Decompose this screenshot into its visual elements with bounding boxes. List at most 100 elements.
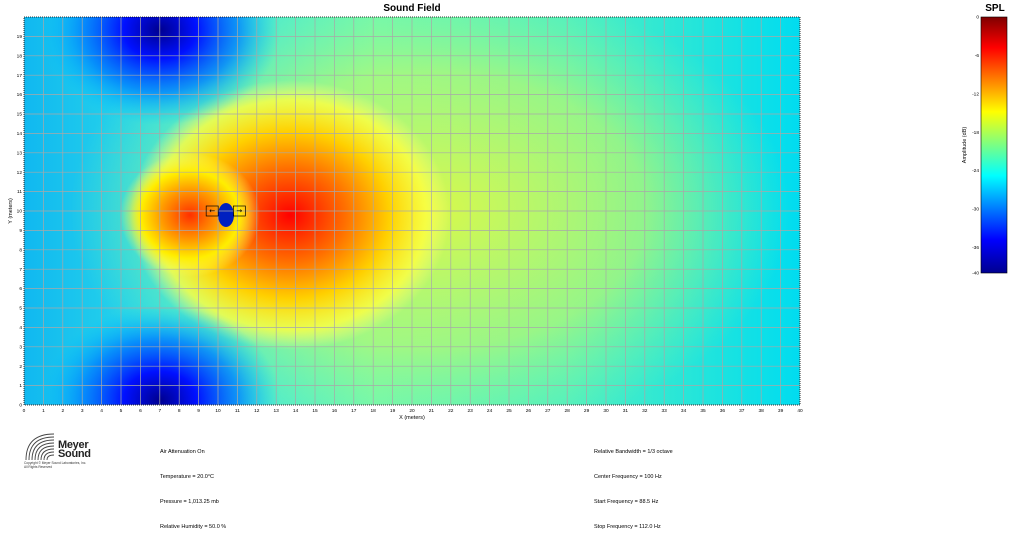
logo-copyright: Copyright © Meyer Sound Laboratories, In… <box>24 461 87 469</box>
x-tick-label: 0 <box>23 408 26 414</box>
x-axis-label: X (meters) <box>399 415 425 421</box>
x-tick-label: 12 <box>254 408 260 414</box>
y-tick-label: 10 <box>17 209 23 215</box>
chart-title: Sound Field <box>383 3 441 14</box>
x-tick-label: 3 <box>81 408 84 414</box>
x-tick-label: 28 <box>565 408 571 414</box>
x-tick-label: 5 <box>120 408 123 414</box>
colorbar-tick-label: -12 <box>972 91 979 97</box>
x-tick-label: 39 <box>778 408 784 414</box>
x-tick-label: 23 <box>468 408 474 414</box>
info-line: Relative Humidity = 50.0 % <box>160 524 227 531</box>
x-tick-label: 16 <box>332 408 338 414</box>
x-tick-label: 34 <box>681 408 687 414</box>
x-tick-label: 40 <box>797 408 803 414</box>
y-tick-label: 19 <box>17 34 23 40</box>
info-line: Relative Bandwidth = 1/3 octave <box>594 448 673 455</box>
grid-lines <box>24 17 800 405</box>
x-tick-label: 33 <box>662 408 668 414</box>
y-tick-label: 1 <box>19 383 22 389</box>
meyer-sound-logo <box>25 433 55 461</box>
x-tick-label: 22 <box>448 408 454 414</box>
x-tick-label: 27 <box>545 408 551 414</box>
info-line: Temperature = 20.0°C <box>160 474 215 481</box>
x-tick-label: 26 <box>526 408 532 414</box>
colorbar-tick-label: -30 <box>972 207 979 213</box>
x-tick-label: 4 <box>100 408 103 414</box>
colorbar-label: Amplitude (dB) <box>962 127 968 164</box>
plot-frame <box>23 16 801 406</box>
x-tick-label: 19 <box>390 408 396 414</box>
x-tick-label: 15 <box>312 408 318 414</box>
heatmap-field <box>24 17 800 405</box>
speaker-sources: ← → <box>205 205 246 217</box>
speaker-source: → <box>232 205 246 217</box>
x-tick-label: 37 <box>739 408 745 414</box>
info-line: Stop Frequency = 112.0 Hz <box>594 524 661 531</box>
info-line: Start Frequency = 88.5 Hz <box>594 499 659 506</box>
x-tick-label: 13 <box>274 408 280 414</box>
x-tick-label: 21 <box>429 408 435 414</box>
speaker-source: ← <box>205 205 219 217</box>
y-axis-label: Y (meters) <box>8 198 14 224</box>
y-tick-label: 18 <box>17 53 23 59</box>
x-tick-label: 25 <box>506 408 512 414</box>
y-tick-label: 14 <box>17 131 23 137</box>
x-tick-label: 31 <box>623 408 629 414</box>
info-line: Pressure = 1,013.25 mb <box>160 499 219 506</box>
x-tick-label: 10 <box>215 408 221 414</box>
x-tick-label: 7 <box>158 408 161 414</box>
x-tick-label: 9 <box>197 408 200 414</box>
info-line: Center Frequency = 100 Hz <box>594 474 662 481</box>
colorbar-tick-label: -40 <box>972 271 979 277</box>
field-rear-lobe <box>120 153 260 277</box>
colorbar-tick-label: -36 <box>972 245 979 251</box>
field-center-null <box>218 203 234 227</box>
y-tick-label: 0 <box>19 403 22 409</box>
x-tick-label: 29 <box>584 408 590 414</box>
y-tick-label: 9 <box>19 228 22 234</box>
y-tick-label: 13 <box>17 150 23 156</box>
y-tick-label: 7 <box>19 267 22 273</box>
y-tick-label: 16 <box>17 92 23 98</box>
colorbar <box>980 16 1008 274</box>
colorbar-tick-label: -6 <box>975 53 980 59</box>
svg-text:→: → <box>236 207 242 215</box>
colorbar-tick-label: 0 <box>976 15 979 21</box>
logo-wordmark: Meyer Sound <box>58 439 91 460</box>
colorbar-ticks: 0 -6 -12 -18 -24 -30 -36 -40 <box>972 15 979 277</box>
y-tick-label: 15 <box>17 112 23 118</box>
x-tick-label: 35 <box>700 408 706 414</box>
x-tick-label: 36 <box>720 408 726 414</box>
y-tick-label: 2 <box>19 364 22 370</box>
x-tick-label: 18 <box>371 408 377 414</box>
x-tick-label: 6 <box>139 408 142 414</box>
y-tick-label: 11 <box>17 189 22 195</box>
x-tick-label: 20 <box>409 408 415 414</box>
y-tick-label: 5 <box>19 306 22 312</box>
x-tick-label: 30 <box>603 408 609 414</box>
svg-text:←: ← <box>209 207 215 215</box>
frequency-info: Relative Bandwidth = 1/3 octave Center F… <box>594 431 673 540</box>
y-tick-label: 4 <box>19 325 22 331</box>
x-tick-label: 11 <box>235 408 240 414</box>
colorbar-tick-label: -24 <box>972 168 979 174</box>
x-tick-label: 38 <box>759 408 765 414</box>
x-tick-label: 24 <box>487 408 493 414</box>
colorbar-title: SPL <box>985 3 1005 14</box>
info-line: Air Attenuation On <box>160 448 205 455</box>
environment-info: Air Attenuation On Temperature = 20.0°C … <box>160 431 226 540</box>
x-tick-label: 32 <box>642 408 648 414</box>
x-tick-label: 14 <box>293 408 299 414</box>
x-tick-label: 1 <box>42 408 45 414</box>
colorbar-tick-label: -18 <box>972 130 979 136</box>
y-tick-label: 12 <box>17 170 23 176</box>
x-tick-label: 17 <box>351 408 357 414</box>
y-tick-label: 8 <box>19 247 22 253</box>
x-axis: 0 1 2 3 4 5 6 7 8 9 10 11 12 13 14 15 16 17 18 19 20 21 22 23 24… <box>23 408 803 414</box>
y-tick-label: 6 <box>19 286 22 292</box>
field-main-lobe <box>130 80 450 350</box>
x-tick-label: 2 <box>61 408 64 414</box>
y-tick-label: 3 <box>19 344 22 350</box>
